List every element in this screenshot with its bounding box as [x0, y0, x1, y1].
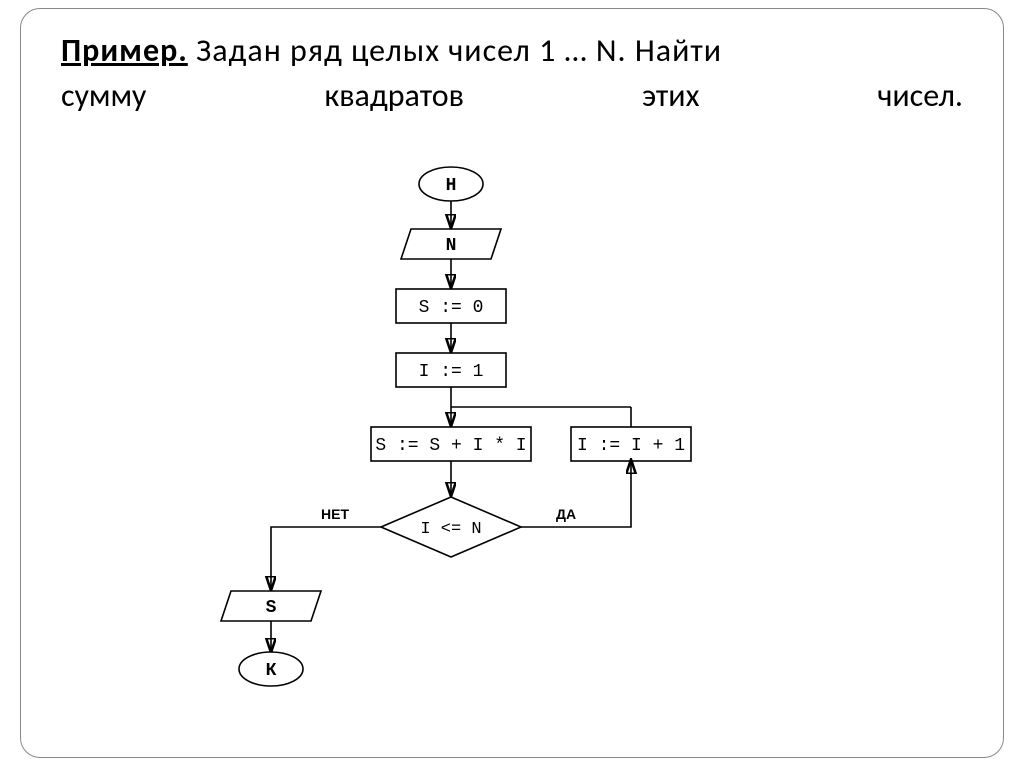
node-acc: S := S + I * I [375, 436, 526, 456]
slide-title: Пример. Задан ряд целых чисел 1 … N. Най… [61, 29, 963, 119]
node-s0: S := 0 [419, 298, 484, 318]
title-w3: этих [642, 74, 699, 119]
title-w1: сумму [61, 74, 146, 119]
node-start: Н [446, 176, 457, 196]
title-bold: Пример. [61, 31, 188, 70]
node-i1: I := 1 [419, 362, 484, 382]
slide-card: Пример. Задан ряд целых чисел 1 … N. Най… [20, 8, 1004, 758]
node-input-n: N [446, 236, 457, 256]
flowchart: Н N S := 0 I := 1 S := S + I * I [201, 159, 801, 719]
node-output-s: S [266, 598, 277, 618]
title-w2: квадратов [324, 74, 464, 119]
label-yes: ДА [556, 506, 576, 522]
node-cond: I <= N [420, 520, 481, 539]
node-end: К [266, 661, 277, 681]
label-no: НЕТ [321, 506, 349, 522]
title-w4: чисел. [877, 74, 963, 119]
title-rest1: Задан ряд целых чисел 1 … N. Найти [196, 31, 722, 70]
node-inc: I := I + 1 [577, 436, 685, 456]
